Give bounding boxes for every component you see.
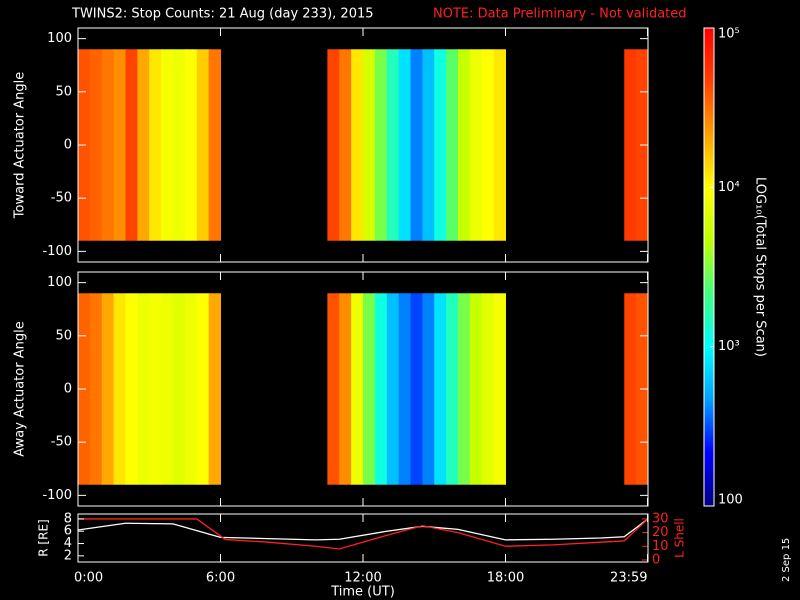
y-tick-label: 100 bbox=[47, 31, 72, 46]
y-tick-label: 100 bbox=[47, 275, 72, 290]
x-tick-label: 23:59 bbox=[610, 571, 647, 586]
heatmap-cell bbox=[374, 293, 388, 485]
y-tick-label: 0 bbox=[64, 138, 72, 153]
heatmap-cell bbox=[161, 293, 174, 485]
heatmap-cell bbox=[101, 293, 115, 485]
note: NOTE: Data Preliminary - Not validated bbox=[433, 7, 687, 22]
y-tick-label: -100 bbox=[42, 488, 72, 503]
heatmap-cell bbox=[161, 49, 174, 241]
y-tick-label: -50 bbox=[51, 191, 72, 206]
heatmap-cell bbox=[89, 293, 103, 485]
heatmap-cell bbox=[493, 49, 506, 241]
series-line bbox=[78, 518, 648, 541]
x-tick-label: 6:00 bbox=[206, 571, 235, 586]
heatmap-cell bbox=[398, 49, 411, 241]
heatmap-cell bbox=[386, 293, 400, 485]
heatmap-cell bbox=[458, 49, 471, 241]
heatmap-cell bbox=[208, 49, 221, 241]
y-tick-label: -50 bbox=[51, 435, 72, 450]
heatmap-cell bbox=[363, 293, 376, 485]
heatmap-cell bbox=[410, 293, 423, 485]
x-tick-label: 18:00 bbox=[487, 571, 524, 586]
y-tick-label: 2 bbox=[64, 548, 72, 563]
x-tick-label: 12:00 bbox=[344, 571, 381, 586]
heatmap-cell bbox=[398, 293, 411, 485]
heatmap-cell bbox=[113, 293, 126, 485]
colorbar-tick-label: 100 bbox=[718, 493, 743, 508]
y-tick-label: 6 bbox=[64, 524, 72, 539]
heatmap-cell bbox=[363, 49, 376, 241]
heatmap-cell bbox=[101, 49, 115, 241]
heatmap-cell bbox=[125, 293, 138, 485]
chart-title: TWINS2: Stop Counts: 21 Aug (day 233), 2… bbox=[71, 7, 374, 22]
heatmap-cell bbox=[434, 293, 447, 485]
heatmap-cell bbox=[89, 49, 103, 241]
y-axis-label: Toward Actuator Angle bbox=[13, 72, 28, 219]
heatmap-cell bbox=[351, 49, 364, 241]
date-stamp: 2 Sep 15 bbox=[781, 538, 792, 582]
heatmap-cell bbox=[184, 293, 198, 485]
y2-tick-label: 0 bbox=[652, 552, 660, 567]
y-axis-label: R [RE] bbox=[37, 519, 51, 556]
x-axis-label: Time (UT) bbox=[330, 585, 395, 600]
colorbar-label: LOG₁₀(Total Stops per Scan) bbox=[753, 177, 768, 357]
y2-tick-label: 10 bbox=[652, 539, 669, 554]
heatmap-cell bbox=[386, 49, 400, 241]
y-axis-label: Away Actuator Angle bbox=[13, 321, 28, 456]
y-tick-label: 50 bbox=[55, 84, 72, 99]
x-tick-label: 0:00 bbox=[74, 571, 103, 586]
y-tick-label: -100 bbox=[42, 244, 72, 259]
y-tick-label: 8 bbox=[64, 511, 72, 526]
heatmap-cell bbox=[184, 49, 198, 241]
axes-box bbox=[77, 513, 649, 563]
colorbar-tick-label: 10⁴ bbox=[718, 180, 740, 195]
heatmap-cell bbox=[434, 49, 447, 241]
y-tick-label: 50 bbox=[55, 328, 72, 343]
heatmap-cell bbox=[196, 49, 210, 241]
heatmap-cell bbox=[374, 49, 388, 241]
colorbar bbox=[703, 27, 715, 507]
y2-tick-label: 20 bbox=[652, 525, 669, 540]
heatmap-cell bbox=[422, 293, 435, 485]
heatmap-cell bbox=[410, 49, 423, 241]
heatmap-cell bbox=[208, 293, 221, 485]
heatmap-cell bbox=[196, 293, 210, 485]
heatmap-cell bbox=[149, 293, 162, 485]
heatmap-cell bbox=[113, 49, 126, 241]
heatmap-cell bbox=[422, 49, 435, 241]
heatmap-cell bbox=[469, 49, 483, 241]
y-tick-label: 0 bbox=[64, 382, 72, 397]
heatmap-cell bbox=[327, 49, 340, 241]
heatmap-cell bbox=[339, 293, 352, 485]
heatmap-cell bbox=[481, 293, 495, 485]
colorbar-tick-label: 10³ bbox=[718, 339, 740, 354]
heatmap-cell bbox=[125, 49, 138, 241]
heatmap-cell bbox=[339, 49, 352, 241]
colorbar-tick-label: 10⁵ bbox=[718, 27, 740, 42]
heatmap-cell bbox=[481, 49, 495, 241]
heatmap-cell bbox=[173, 293, 186, 485]
heatmap-cell bbox=[469, 293, 483, 485]
heatmap-cell bbox=[173, 49, 186, 241]
y2-axis-label: L Shell bbox=[673, 518, 687, 558]
heatmap-cell bbox=[137, 49, 150, 241]
heatmap-cell bbox=[351, 293, 364, 485]
y2-tick-label: 30 bbox=[652, 511, 669, 526]
heatmap-cell bbox=[149, 49, 162, 241]
heatmap-cell bbox=[493, 293, 506, 485]
y-tick-label: 4 bbox=[64, 536, 72, 551]
heatmap-cell bbox=[458, 293, 471, 485]
heatmap-cell bbox=[137, 293, 150, 485]
heatmap-cell bbox=[624, 293, 637, 485]
heatmap-cell bbox=[446, 293, 459, 485]
heatmap-cell bbox=[327, 293, 340, 485]
heatmap-cell bbox=[624, 49, 637, 241]
heatmap-cell bbox=[446, 49, 459, 241]
series-line bbox=[78, 518, 648, 550]
